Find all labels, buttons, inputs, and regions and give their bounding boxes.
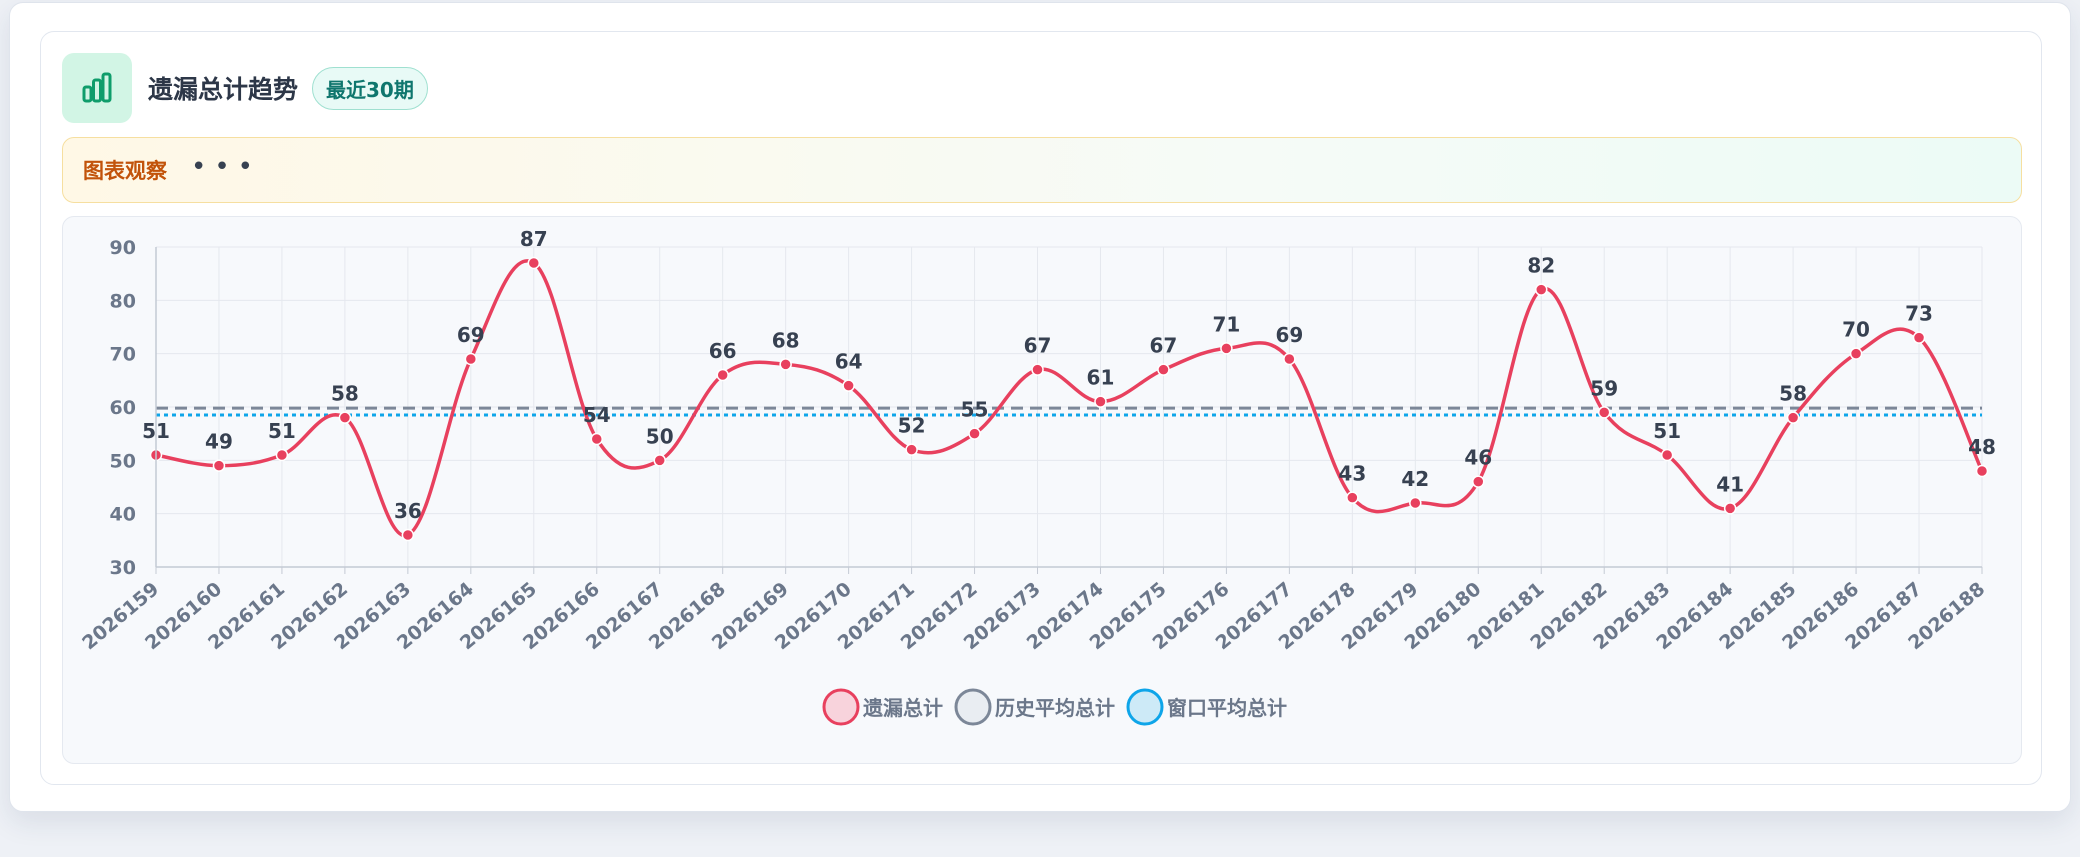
data-point[interactable] bbox=[842, 379, 855, 392]
data-point[interactable] bbox=[1786, 411, 1800, 424]
legend-marker bbox=[1126, 688, 1164, 726]
observation-bar[interactable]: 图表观察 ••• bbox=[62, 137, 2022, 203]
data-point[interactable] bbox=[1912, 331, 1926, 344]
data-label: 54 bbox=[583, 403, 611, 427]
data-point[interactable] bbox=[1094, 395, 1107, 408]
data-point[interactable] bbox=[1597, 406, 1611, 419]
data-point[interactable] bbox=[1849, 347, 1863, 360]
data-point[interactable] bbox=[1472, 475, 1485, 488]
data-point[interactable] bbox=[905, 443, 918, 456]
data-label: 58 bbox=[331, 382, 359, 406]
data-point[interactable] bbox=[1723, 502, 1737, 515]
data-point[interactable] bbox=[1031, 363, 1044, 376]
legend-item-total[interactable]: 遗漏总计 bbox=[822, 688, 943, 726]
data-label: 49 bbox=[205, 430, 233, 454]
observation-label: 图表观察 bbox=[83, 159, 167, 183]
card-header: 遗漏总计趋势 最近30期 bbox=[62, 53, 428, 123]
y-tick-label: 80 bbox=[110, 290, 136, 312]
data-label: 51 bbox=[268, 419, 296, 443]
data-label: 67 bbox=[1024, 334, 1052, 358]
legend-item-history-average[interactable]: 历史平均总计 bbox=[954, 688, 1115, 726]
y-tick-label: 40 bbox=[110, 504, 136, 526]
observation-dots[interactable]: ••• bbox=[191, 152, 262, 182]
data-label: 55 bbox=[961, 398, 989, 422]
data-label: 82 bbox=[1527, 254, 1555, 278]
legend-marker bbox=[954, 688, 992, 726]
data-point[interactable] bbox=[527, 256, 541, 270]
data-point[interactable] bbox=[464, 352, 478, 366]
y-tick-label: 90 bbox=[110, 237, 136, 259]
data-point[interactable] bbox=[716, 368, 729, 382]
data-label: 73 bbox=[1905, 302, 1933, 326]
card-title: 遗漏总计趋势 bbox=[148, 75, 299, 104]
data-label: 46 bbox=[1464, 446, 1492, 470]
data-label: 41 bbox=[1716, 472, 1744, 496]
data-label: 66 bbox=[709, 339, 737, 363]
data-label: 67 bbox=[1150, 334, 1178, 358]
period-badge: 最近30期 bbox=[312, 66, 428, 110]
data-point[interactable] bbox=[1346, 491, 1359, 504]
y-tick-label: 50 bbox=[110, 450, 136, 472]
page-container: 遗漏总计趋势 最近30期 图表观察 ••• 51 49 51 58 36 69 87 54 50… bbox=[9, 2, 2071, 812]
data-point[interactable] bbox=[401, 528, 415, 542]
legend-label: 遗漏总计 bbox=[862, 696, 943, 720]
chart-panel: 51 49 51 58 36 69 87 54 50 66 68 64 52 55 67 61 67 71 69 43… bbox=[62, 216, 2022, 764]
data-point[interactable] bbox=[338, 411, 352, 424]
data-label: 70 bbox=[1842, 318, 1870, 342]
data-label: 36 bbox=[394, 499, 422, 523]
data-label: 51 bbox=[1653, 419, 1681, 443]
data-point[interactable] bbox=[275, 448, 289, 462]
data-label: 87 bbox=[520, 227, 548, 251]
data-label: 52 bbox=[898, 414, 926, 438]
data-point[interactable] bbox=[653, 454, 666, 467]
data-label: 59 bbox=[1590, 376, 1618, 400]
data-label: 68 bbox=[772, 328, 800, 352]
data-label: 50 bbox=[646, 424, 674, 448]
data-point[interactable] bbox=[1220, 342, 1233, 355]
data-point[interactable] bbox=[1409, 496, 1422, 510]
y-tick-label: 60 bbox=[110, 397, 136, 419]
data-point[interactable] bbox=[590, 432, 604, 446]
y-tick-label: 70 bbox=[110, 344, 136, 366]
data-label: 64 bbox=[835, 350, 863, 374]
data-point[interactable] bbox=[1660, 448, 1674, 462]
data-point[interactable] bbox=[779, 358, 792, 371]
legend-label: 历史平均总计 bbox=[995, 696, 1115, 720]
data-point[interactable] bbox=[212, 459, 226, 472]
data-label: 71 bbox=[1212, 312, 1240, 336]
data-label: 69 bbox=[1275, 323, 1303, 347]
data-label: 48 bbox=[1968, 435, 1996, 459]
data-point[interactable] bbox=[968, 427, 981, 440]
data-point[interactable] bbox=[1534, 283, 1548, 296]
data-point[interactable] bbox=[1157, 363, 1170, 376]
data-label: 69 bbox=[457, 323, 485, 347]
data-label: 58 bbox=[1779, 382, 1807, 406]
bar-chart-icon bbox=[62, 53, 132, 123]
trend-card: 遗漏总计趋势 最近30期 图表观察 ••• 51 49 51 58 36 69 87 54 50… bbox=[40, 31, 2042, 785]
total-miss-series-line bbox=[155, 259, 1984, 538]
legend-marker bbox=[822, 688, 860, 726]
y-tick-label: 30 bbox=[110, 557, 136, 579]
legend-label: 窗口平均总计 bbox=[1167, 696, 1287, 720]
trend-chart: 51 49 51 58 36 69 87 54 50 66 68 64 52 55 67 61 67 71 69 43… bbox=[78, 227, 1996, 726]
data-label: 42 bbox=[1401, 467, 1429, 491]
legend-item-window-average[interactable]: 窗口平均总计 bbox=[1126, 688, 1287, 726]
data-label: 61 bbox=[1087, 366, 1115, 390]
data-point[interactable] bbox=[1975, 464, 1989, 478]
data-label: 43 bbox=[1338, 462, 1366, 486]
data-point[interactable] bbox=[1283, 352, 1296, 366]
